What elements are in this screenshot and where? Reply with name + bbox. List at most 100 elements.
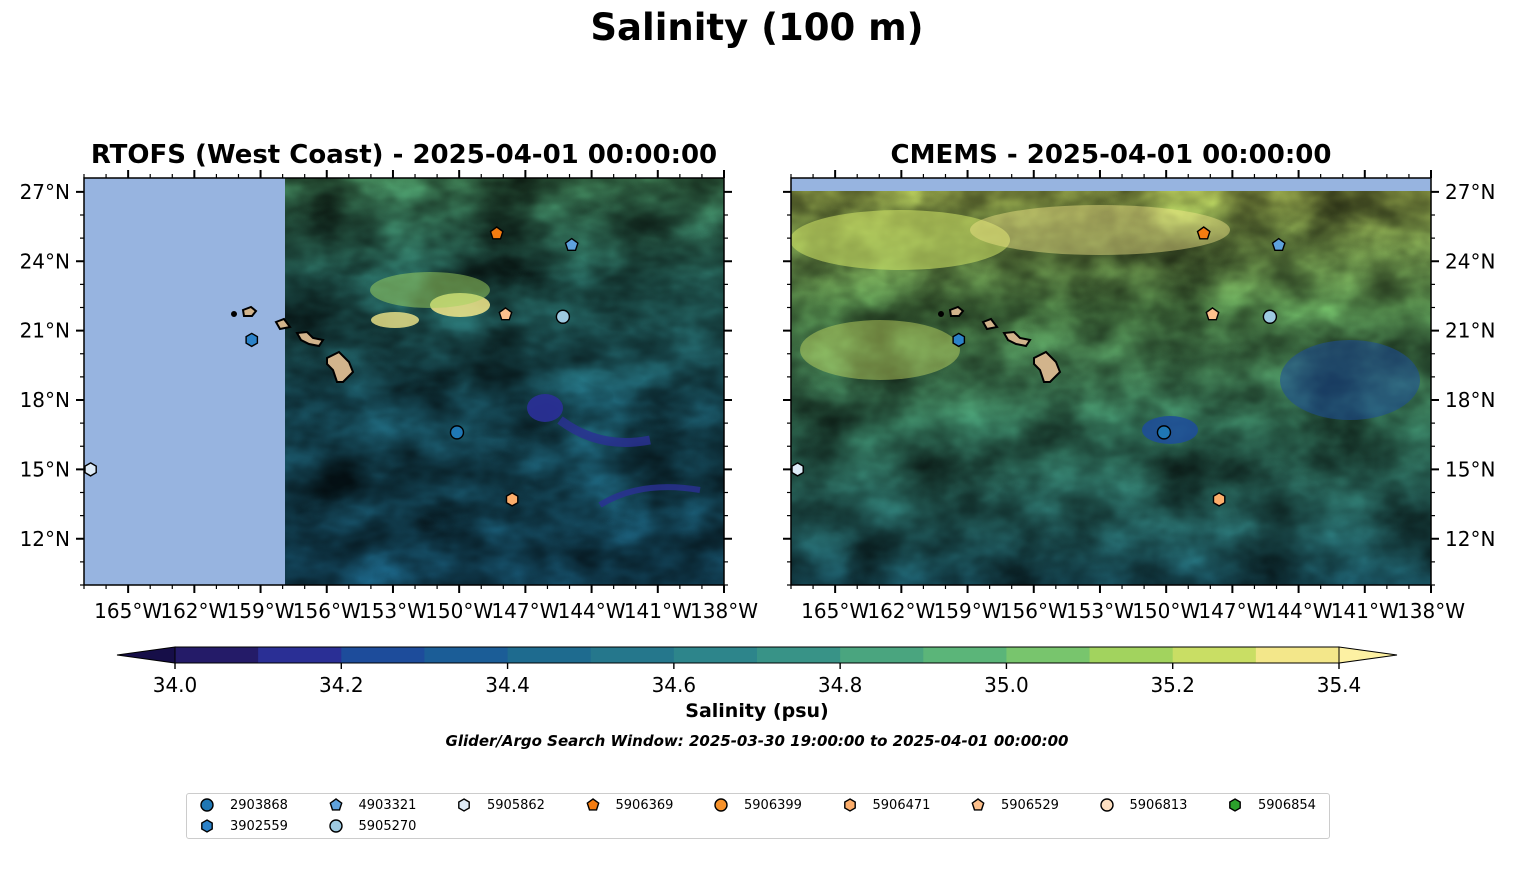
legend-marker xyxy=(328,798,343,811)
map-cmems xyxy=(791,178,1431,585)
colorbar-tick-label: 34.8 xyxy=(818,673,863,697)
platform-marker-5906471 xyxy=(1212,492,1226,507)
legend-label: 2903868 xyxy=(230,797,288,813)
legend-marker xyxy=(458,798,470,812)
x-tick-label: 162°W xyxy=(160,599,228,623)
platform-marker-5905270 xyxy=(555,309,571,324)
platform-marker-5906369 xyxy=(1196,226,1211,240)
legend-label: 5906399 xyxy=(744,797,802,813)
colorbar-segment xyxy=(840,647,924,663)
salinity-field xyxy=(285,178,724,585)
legend-marker xyxy=(843,798,856,812)
legend-marker xyxy=(328,819,343,833)
hexagon-marker-icon xyxy=(201,819,213,833)
markers-layer xyxy=(84,226,1286,507)
map-frame xyxy=(83,177,725,586)
colorbar-segment xyxy=(175,647,259,663)
island-kauai xyxy=(241,305,258,317)
pentagon-marker-icon xyxy=(328,798,343,811)
colorbar-segment xyxy=(258,647,342,663)
colorbar-tick-label: 34.2 xyxy=(319,673,364,697)
y-tick-label: 21°N xyxy=(20,319,70,343)
x-tick-label: 153°W xyxy=(359,599,427,623)
colorbar-segment xyxy=(341,647,425,663)
hexagon-marker-icon xyxy=(1229,798,1241,812)
platform-marker-5905270 xyxy=(1262,309,1278,324)
legend-item-3902559: 3902559 xyxy=(198,816,288,836)
platform-marker-5905862 xyxy=(84,462,97,477)
x-tick-label: 153°W xyxy=(1066,599,1134,623)
colorbar-label: Salinity (psu) xyxy=(685,700,829,722)
x-tick-label: 141°W xyxy=(1331,599,1399,623)
circle-marker-icon xyxy=(1099,798,1114,812)
platform-marker-5906471 xyxy=(505,492,519,507)
x-tick-label: 147°W xyxy=(491,599,559,623)
colorbar-segment xyxy=(1255,647,1340,663)
legend-item-2903868: 2903868 xyxy=(198,795,288,815)
legend-marker xyxy=(585,798,600,811)
platform-legend: 2903868 3902559 4903321 5905270 5905862 59063… xyxy=(186,793,1330,839)
legend-marker xyxy=(200,798,214,812)
colorbar-tick-label: 34.4 xyxy=(485,673,530,697)
colorbar-tick-label: 35.2 xyxy=(1150,673,1195,697)
panel-title-rtofs: RTOFS (West Coast) - 2025-04-01 00:00:00 xyxy=(90,140,718,170)
colorbar-segment xyxy=(590,647,675,663)
colorbar-segment xyxy=(1089,647,1174,663)
x-tick-label: 141°W xyxy=(624,599,692,623)
legend-marker xyxy=(1229,798,1241,812)
x-tick-label: 138°W xyxy=(690,599,758,623)
legend-item-5905270: 5905270 xyxy=(327,816,417,836)
platform-marker-5905862 xyxy=(791,462,804,477)
platform-marker-5906529 xyxy=(1205,307,1220,321)
legend-item-4903321: 4903321 xyxy=(327,795,417,815)
colorbar-segment xyxy=(673,647,758,663)
x-tick-label: 150°W xyxy=(1132,599,1200,623)
map-frame xyxy=(790,177,1432,586)
colorbar-segment xyxy=(1172,647,1257,663)
x-tick-label: 165°W xyxy=(94,599,162,623)
pentagon-marker-icon xyxy=(971,798,985,811)
colorbar-segment xyxy=(923,647,1007,663)
colorbar-segment xyxy=(757,647,841,663)
legend-item-5906854: 5906854 xyxy=(1226,795,1316,815)
legend-marker xyxy=(971,798,985,811)
y-tick-label: 18°N xyxy=(20,388,70,412)
land-islands xyxy=(231,305,355,383)
legend-label: 5906471 xyxy=(872,797,931,813)
legend-item-5906471: 5906471 xyxy=(841,795,931,815)
platform-marker-3902559 xyxy=(245,332,259,348)
legend-label: 3902559 xyxy=(230,818,288,834)
colorbar-extend-low xyxy=(116,646,176,664)
platform-marker-4903321 xyxy=(564,237,579,252)
x-tick-label: 144°W xyxy=(558,599,626,623)
legend-marker xyxy=(201,819,213,833)
platform-marker-5906529 xyxy=(498,307,513,321)
legend-label: 5906813 xyxy=(1129,797,1188,813)
legend-label: 4903321 xyxy=(358,797,417,813)
y-tick-label: 15°N xyxy=(20,457,70,481)
y-tick-label: 15°N xyxy=(1445,457,1495,481)
island-oahu xyxy=(274,317,292,331)
platform-marker-2903868 xyxy=(449,425,465,440)
hexagon-marker-icon xyxy=(458,798,470,812)
y-tick-label: 12°N xyxy=(1445,527,1495,551)
panel-title-cmems: CMEMS - 2025-04-01 00:00:00 xyxy=(890,140,1332,170)
x-tick-label: 159°W xyxy=(227,599,295,623)
land-islands xyxy=(938,305,1062,383)
x-tick-label: 147°W xyxy=(1198,599,1266,623)
x-tick-label: 144°W xyxy=(1265,599,1333,623)
colorbar: 34.0 34.2 34.4 34.6 34.8 35.0 35.2 35.4 xyxy=(116,646,1398,697)
legend-label: 5905270 xyxy=(358,818,417,834)
legend-label: 5906854 xyxy=(1258,797,1316,813)
circle-marker-icon xyxy=(328,819,343,833)
figure-title: Salinity (100 m) xyxy=(590,6,924,49)
axes-layer: 165°W162°W159°W156°W153°W150°W147°W144°W… xyxy=(20,170,1495,623)
y-tick-label: 18°N xyxy=(1445,388,1495,412)
x-tick-label: 138°W xyxy=(1397,599,1465,623)
colorbar-tick-label: 35.4 xyxy=(1317,673,1362,697)
colorbar-segment xyxy=(1006,647,1091,663)
legend-item-5906369: 5906369 xyxy=(584,795,673,815)
map-rtofs xyxy=(84,178,724,585)
y-tick-label: 27°N xyxy=(1445,180,1495,204)
circle-marker-icon xyxy=(200,798,214,812)
